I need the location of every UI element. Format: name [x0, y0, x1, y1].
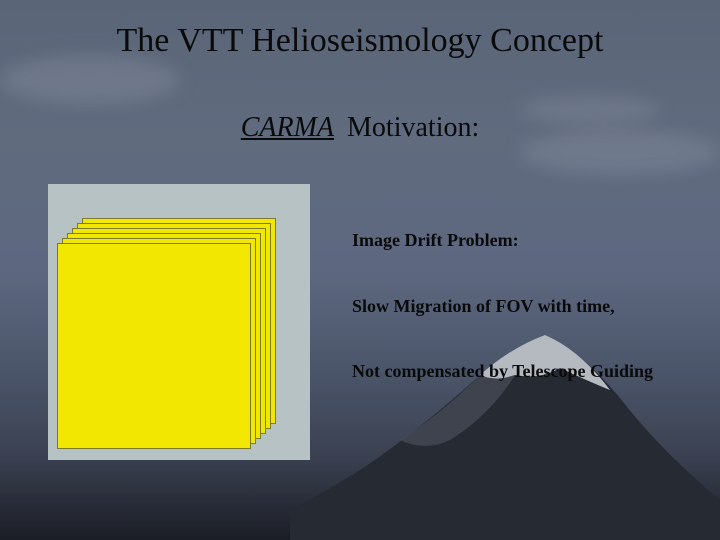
drift-frame	[57, 243, 251, 449]
drift-stack	[48, 184, 310, 460]
slide-subtitle: CARMA Motivation:	[0, 112, 720, 144]
motivation-label: Motivation:	[340, 112, 479, 143]
carma-label: CARMA	[241, 112, 334, 143]
bullet-list: Image Drift Problem: Slow Migration of F…	[352, 230, 692, 383]
bullet-item: Not compensated by Telescope Guiding	[352, 361, 692, 383]
drift-figure-box	[48, 184, 310, 460]
bullet-item: Slow Migration of FOV with time,	[352, 296, 692, 318]
bullet-item: Image Drift Problem:	[352, 230, 692, 252]
slide-title: The VTT Helioseismology Concept	[0, 22, 720, 60]
